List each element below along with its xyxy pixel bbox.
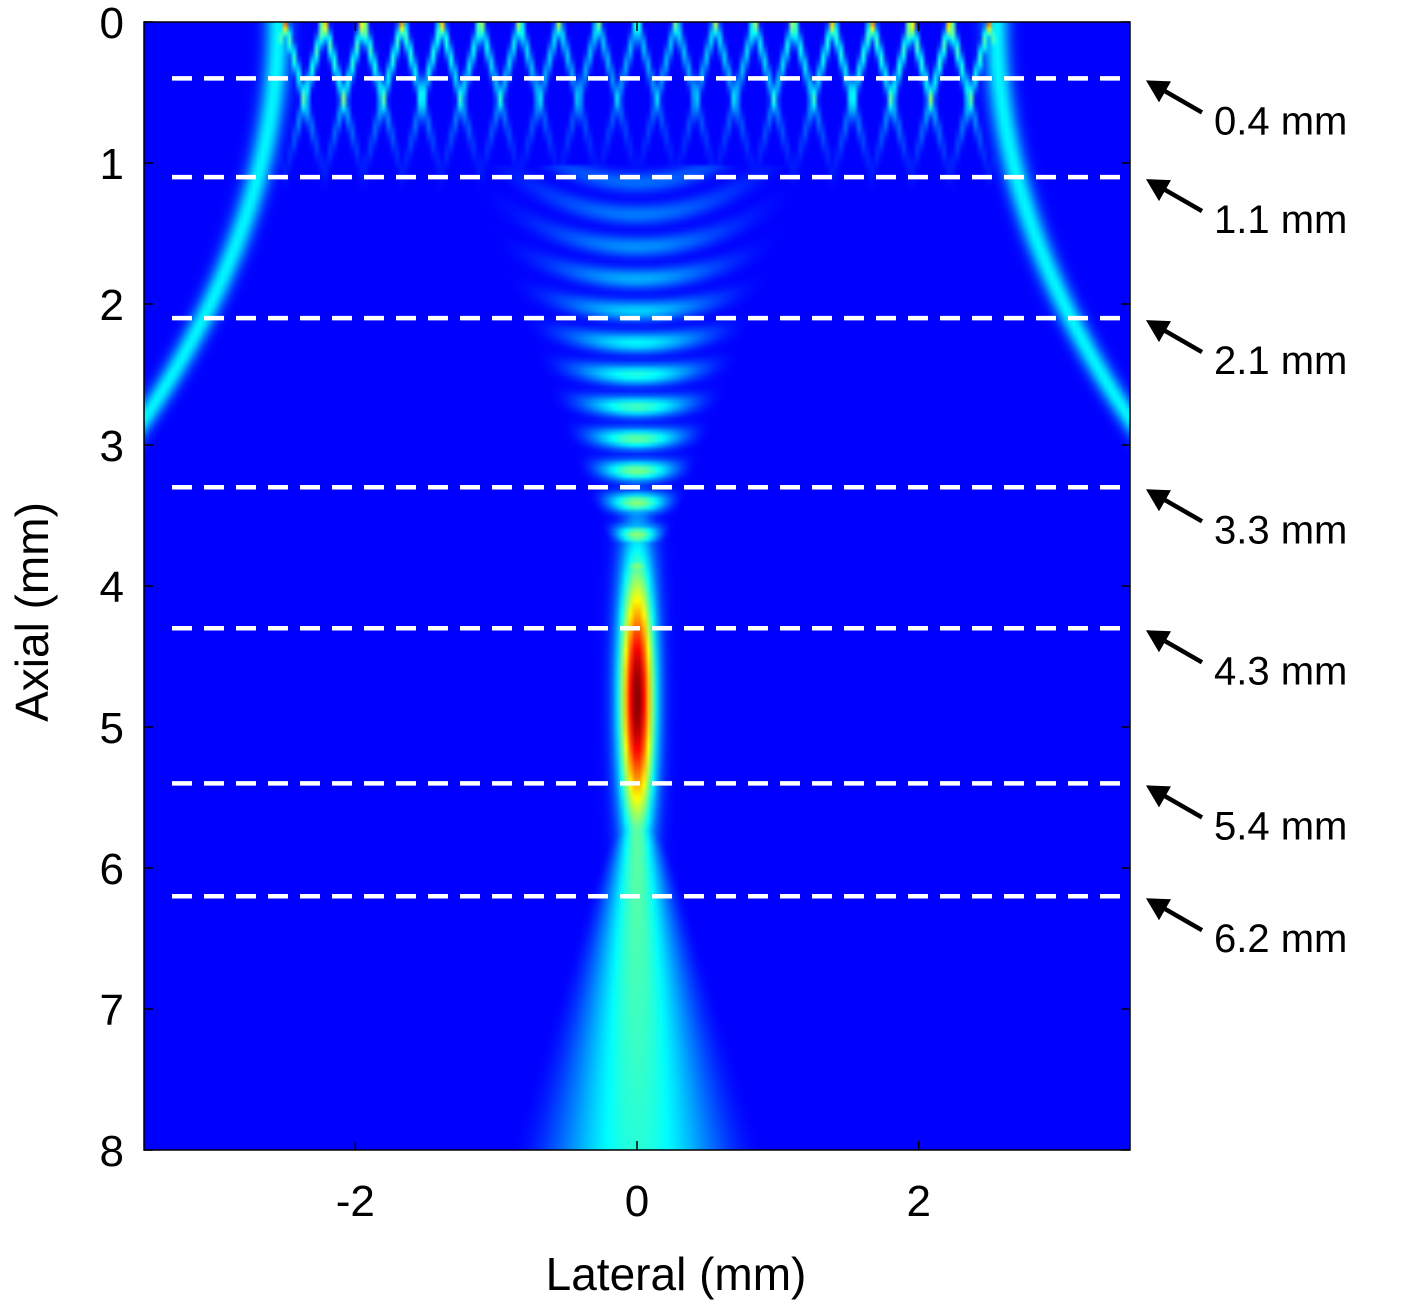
arrow-head bbox=[1146, 179, 1171, 202]
arrow-head bbox=[1146, 80, 1171, 103]
y-tick-label: 8 bbox=[100, 1127, 124, 1176]
y-axis-label: Axial (mm) bbox=[6, 502, 58, 722]
depth-label: 1.1 mm bbox=[1214, 198, 1347, 242]
x-axis-label: Lateral (mm) bbox=[546, 1248, 807, 1300]
y-tick-label: 4 bbox=[100, 563, 124, 612]
y-tick-label: 3 bbox=[100, 422, 124, 471]
arrow-head bbox=[1146, 630, 1171, 653]
y-axis-ticks: 0 1 2 3 4 5 6 7 8 bbox=[100, 0, 1130, 1176]
arrow-head bbox=[1146, 898, 1171, 921]
x-tick-label: -2 bbox=[336, 1177, 375, 1226]
depth-label: 6.2 mm bbox=[1214, 917, 1347, 961]
depth-label: 5.4 mm bbox=[1214, 804, 1347, 848]
arrow-head bbox=[1146, 785, 1171, 808]
depth-label: 4.3 mm bbox=[1214, 649, 1347, 693]
y-tick-label: 5 bbox=[100, 704, 124, 753]
x-tick-label: 0 bbox=[625, 1177, 649, 1226]
heatmap-image bbox=[144, 22, 1130, 1150]
y-tick-label: 0 bbox=[100, 0, 124, 48]
arrow-head bbox=[1146, 320, 1171, 343]
y-tick-label: 2 bbox=[100, 281, 124, 330]
x-tick-label: 2 bbox=[906, 1177, 930, 1226]
y-tick-label: 6 bbox=[100, 845, 124, 894]
depth-label: 2.1 mm bbox=[1214, 339, 1347, 383]
x-axis-ticks: -2 0 2 bbox=[336, 22, 931, 1226]
plot-area bbox=[144, 22, 1130, 1150]
arrow-head bbox=[1146, 489, 1171, 512]
y-tick-label: 7 bbox=[100, 986, 124, 1035]
depth-label: 3.3 mm bbox=[1214, 508, 1347, 552]
depth-label: 0.4 mm bbox=[1214, 99, 1347, 143]
y-tick-label: 1 bbox=[100, 140, 124, 189]
annotations: 0.4 mm 1.1 mm 2.1 mm 3.3 mm 4.3 mm 5.4 mm 6.2 … bbox=[1146, 80, 1347, 961]
